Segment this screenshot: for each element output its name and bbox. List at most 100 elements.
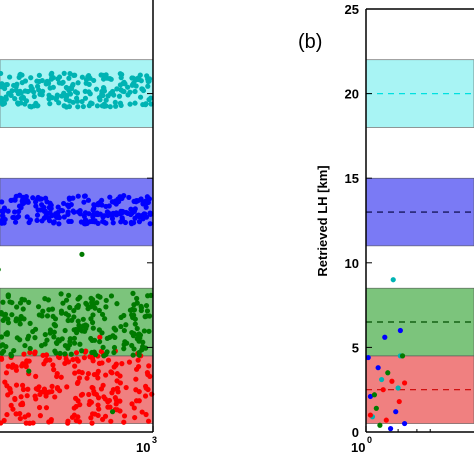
panel-a-point-s1 — [42, 341, 48, 347]
panel-a-point-s1 — [134, 295, 140, 302]
panel-a-point-s2 — [24, 214, 30, 220]
panel-a-point-s0 — [75, 379, 81, 385]
panel-a-point-s3 — [130, 82, 136, 88]
panel-a-point-s0 — [119, 361, 125, 367]
panel-a-point-s0 — [79, 391, 86, 397]
panel-a-point-s0 — [84, 375, 90, 381]
panel-b-point-s1 — [393, 409, 399, 415]
panel-a-point-s0 — [24, 393, 30, 399]
panel-a-point-s1 — [130, 290, 136, 296]
panel-a-point-s1 — [103, 304, 109, 310]
panel-a-point-s1 — [103, 297, 109, 304]
panel-a-point-s0 — [89, 420, 95, 426]
panel-a-point-s3 — [100, 85, 107, 91]
panel-a-point-s0 — [99, 360, 105, 366]
panel-a-point-s0 — [3, 370, 10, 376]
panel-b-point-s2 — [385, 370, 391, 376]
panel-a-point-s0 — [48, 418, 54, 424]
panel-a-point-s3 — [137, 94, 144, 100]
panel-a-point-s2 — [118, 208, 124, 214]
panel-a-point-s3 — [56, 74, 63, 80]
panel-a-point-s0 — [13, 364, 19, 370]
panel-a-point-s3 — [116, 93, 123, 99]
panel-a-point-s0 — [95, 395, 102, 401]
panel-b-y-axis-label: Retrieved LH [km] — [315, 165, 330, 276]
panel-a-x-tick-label: 10 — [136, 440, 150, 455]
panel-a-point-s1 — [50, 313, 56, 320]
panel-a-point-s2 — [46, 210, 52, 216]
panel-a-point-s3 — [0, 70, 4, 77]
panel-a-point-s0 — [5, 392, 11, 398]
panel-a-point-s3 — [103, 97, 109, 103]
panel-a-point-s0 — [89, 384, 95, 391]
panel-a-point-s3 — [16, 74, 22, 80]
panel-a-point-s0 — [10, 406, 16, 412]
panel-a-point-s3 — [109, 88, 116, 95]
panel-b: 0 5 10 15 20 25 10 0 Retrieved LH [km] (b) — [298, 2, 474, 455]
panel-a-point-s3 — [40, 88, 46, 94]
panel-a-point-s2 — [61, 200, 67, 207]
panel-a-point-s3 — [130, 75, 136, 81]
panel-a-point-s1 — [89, 349, 95, 356]
panel-a-point-s1 — [102, 316, 108, 322]
panel-a-point-s1 — [63, 297, 70, 303]
panel-a-point-s1 — [121, 327, 127, 334]
panel-a-point-s0 — [114, 407, 120, 413]
panel-a-point-s3 — [72, 89, 79, 95]
panel-b-point-s0 — [390, 277, 396, 283]
panel-a-point-s2 — [56, 221, 62, 227]
panel-a-point-s0 — [5, 363, 11, 369]
panel-a-point-s0 — [71, 405, 77, 411]
panel-a-point-s0 — [17, 411, 23, 417]
panel-a-point-s1 — [69, 317, 75, 323]
panel-a-point-s0 — [77, 402, 83, 408]
panel-a-point-s3 — [6, 90, 12, 96]
panel-a-point-s1 — [44, 337, 50, 343]
panel-a-point-s1 — [134, 325, 140, 332]
panel-a-point-s2 — [136, 219, 143, 225]
panel-a-point-s1 — [97, 294, 103, 300]
panel-a-point-s1 — [131, 346, 137, 352]
panel-a-point-s0 — [49, 388, 55, 395]
panel-a-point-s3 — [83, 80, 89, 86]
panel-b-point-s3 — [401, 380, 408, 386]
panel-a-point-s1 — [47, 330, 53, 336]
panel-a-point-s0 — [72, 363, 78, 369]
panel-a-point-s3 — [47, 85, 53, 91]
panel-a-point-s2 — [70, 195, 76, 201]
panel-a-point-s1 — [17, 300, 24, 306]
panel-a-point-s0 — [133, 398, 140, 404]
panel-a-point-s1 — [140, 339, 146, 345]
panel-a-point-s2 — [25, 199, 31, 205]
panel-a-point-s2 — [143, 204, 149, 210]
panel-a-point-s3 — [18, 95, 24, 101]
panel-a-point-s3 — [4, 81, 10, 88]
panel-a-point-s1 — [56, 338, 63, 344]
panel-a-point-s1 — [138, 303, 144, 310]
panel-a-point-s0 — [49, 383, 55, 389]
panel-a-point-s0 — [51, 367, 57, 373]
panel-a-point-s0 — [41, 386, 48, 392]
panel-a-point-s1 — [21, 316, 27, 322]
panel-b-y-tick-label: 15 — [345, 171, 359, 186]
panel-a-point-s0 — [76, 419, 83, 425]
panel-a-point-s1 — [67, 336, 73, 342]
panel-a-point-s2 — [61, 214, 67, 220]
panel-a-point-s1 — [94, 300, 100, 306]
panel-a-point-s0 — [70, 356, 76, 363]
panel-a-point-s1 — [11, 347, 17, 354]
panel-a-point-s0 — [143, 411, 149, 418]
panel-a-point-s0 — [107, 404, 113, 410]
panel-a-point-s1 — [96, 327, 102, 333]
panel-a-point-s1 — [118, 323, 124, 330]
panel-a-point-s1 — [75, 318, 81, 324]
panel-a-point-s0 — [54, 373, 60, 380]
panel-a-point-s1 — [0, 267, 1, 272]
panel-a-point-s0 — [40, 352, 46, 358]
panel-b-y-tick-label: 0 — [352, 425, 359, 440]
panel-a-point-s2 — [90, 207, 96, 213]
panel-a-point-s3 — [72, 72, 78, 78]
panel-a-point-s2 — [39, 218, 45, 224]
panel-a-point-s1 — [145, 293, 151, 299]
panel-a-point-s2 — [118, 195, 124, 201]
